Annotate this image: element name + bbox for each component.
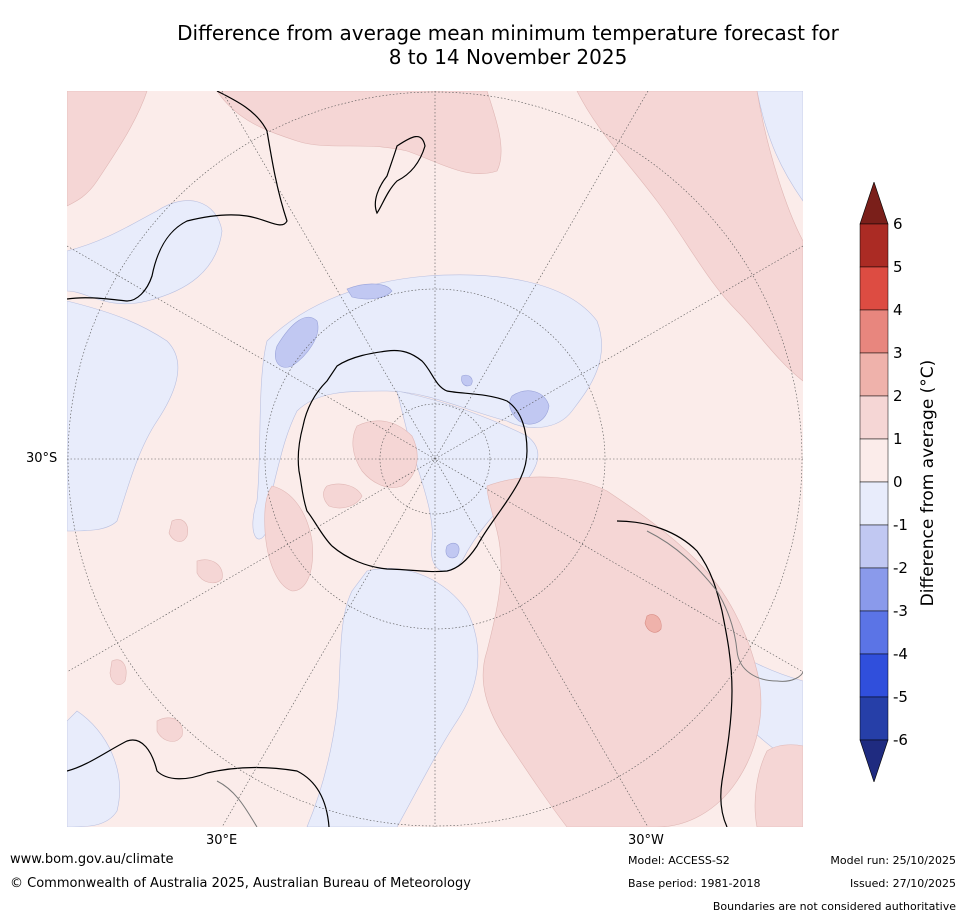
- tick-minus-1: -1: [893, 516, 908, 534]
- cold-patch-1: [275, 316, 319, 368]
- new-zealand-coastline: [374, 136, 426, 215]
- warm-region-south-east-corner: [754, 744, 803, 827]
- colorbar-extend-bottom: [859, 739, 889, 783]
- band-minus-6-to-minus-5: [859, 696, 889, 741]
- anomaly-2-to-3-areas: [644, 614, 662, 633]
- tick-6: 6: [893, 215, 903, 233]
- longitude-label-30w: 30°W: [628, 833, 664, 848]
- title-line-2: 8 to 14 November 2025: [388, 45, 628, 69]
- model-run-date: Model run: 25/10/2025: [830, 854, 956, 867]
- colorbar-title: Difference from average (°C): [918, 359, 938, 607]
- antarctica-coastline: [297, 349, 528, 573]
- band-minus-2-to-minus-1: [859, 524, 889, 569]
- band-5-to-6: [859, 223, 889, 268]
- title-line-1: Difference from average mean minimum tem…: [177, 21, 839, 45]
- coastlines: [67, 91, 733, 827]
- warm-region-australia-north: [216, 91, 502, 175]
- colorbar-extend-top: [859, 181, 889, 225]
- tick-2: 2: [893, 387, 903, 405]
- anomaly-1-to-2-areas: [67, 91, 803, 827]
- warm-region-small-3: [109, 659, 127, 685]
- cold-patch-4: [461, 374, 473, 387]
- cold-patch-5: [445, 542, 460, 559]
- warm-region-small-2: [196, 559, 223, 584]
- south-africa-coastline: [67, 739, 330, 827]
- tick-5: 5: [893, 258, 903, 276]
- warm-region-small-4: [156, 717, 183, 742]
- issued-date: Issued: 27/10/2025: [849, 877, 956, 890]
- colorbar-bands: [859, 223, 889, 741]
- model-name: Model: ACCESS-S2: [628, 854, 730, 867]
- tick-minus-5: -5: [893, 688, 908, 706]
- band-0-to-1: [859, 438, 889, 483]
- latitude-circle-60s: [264, 288, 606, 630]
- warm-region-antarctic-interior: [352, 420, 418, 488]
- band-4-to-5: [859, 266, 889, 311]
- band-minus-1-to-0: [859, 481, 889, 526]
- southern-africa-border: [216, 780, 258, 827]
- warm-region-antarctic-coast: [323, 483, 363, 509]
- colorbar: 6 5 4 3 2 1 0 -1 -2 -3 -4 -5 -6: [855, 181, 965, 783]
- band-minus-5-to-minus-4: [859, 653, 889, 698]
- hot-patch-1: [644, 614, 662, 633]
- graticule: [67, 91, 803, 827]
- cool-region-south-africa-belt: [67, 300, 179, 532]
- band-minus-4-to-minus-3: [859, 610, 889, 655]
- copyright-text: © Commonwealth of Australia 2025, Austra…: [10, 876, 471, 891]
- warm-region-south-atlantic-west: [264, 485, 313, 592]
- band-2-to-3: [859, 352, 889, 397]
- forecast-map: [67, 91, 803, 827]
- boundaries-disclaimer: Boundaries are not considered authoritat…: [712, 900, 956, 913]
- tick-minus-2: -2: [893, 559, 908, 577]
- map-canvas: [67, 91, 803, 827]
- tick-4: 4: [893, 301, 903, 319]
- warm-region-small-1: [168, 519, 188, 542]
- tick-minus-6: -6: [893, 731, 908, 749]
- band-minus-3-to-minus-2: [859, 567, 889, 612]
- tick-3: 3: [893, 344, 903, 362]
- tick-minus-3: -3: [893, 602, 908, 620]
- cool-region-south-atlantic: [306, 568, 479, 827]
- colorbar-graphic: 6 5 4 3 2 1 0 -1 -2 -3 -4 -5 -6: [859, 181, 908, 783]
- warm-region-north-indian: [67, 91, 148, 207]
- website-link[interactable]: www.bom.gov.au/climate: [10, 852, 174, 867]
- cool-region-indian-ocean: [67, 200, 223, 305]
- colorbar-tick-labels: 6 5 4 3 2 1 0 -1 -2 -3 -4 -5 -6: [893, 215, 908, 749]
- country-borders: [216, 530, 803, 827]
- band-1-to-2: [859, 395, 889, 440]
- warm-region-pacific-band: [576, 91, 803, 382]
- latitude-label-30s: 30°S: [26, 451, 58, 466]
- cool-region-south-indian: [67, 710, 120, 827]
- cool-region-antarctic-ring: [252, 274, 602, 540]
- cool-region-weddell-sea: [396, 390, 539, 572]
- tick-minus-4: -4: [893, 645, 908, 663]
- warm-region-south-pacific: [482, 476, 762, 827]
- base-period: Base period: 1981-2018: [628, 877, 761, 890]
- longitude-label-30e: 30°E: [206, 833, 238, 848]
- andes-border: [646, 530, 803, 682]
- australia-coastline: [67, 91, 288, 302]
- band-3-to-4: [859, 309, 889, 354]
- south-america-coastline: [616, 520, 733, 827]
- cool-region-pacific-ne-corner: [756, 91, 803, 202]
- cold-patch-2: [346, 283, 393, 300]
- tick-1: 1: [893, 430, 903, 448]
- tick-0: 0: [893, 473, 903, 491]
- chart-title: Difference from average mean minimum tem…: [0, 21, 965, 69]
